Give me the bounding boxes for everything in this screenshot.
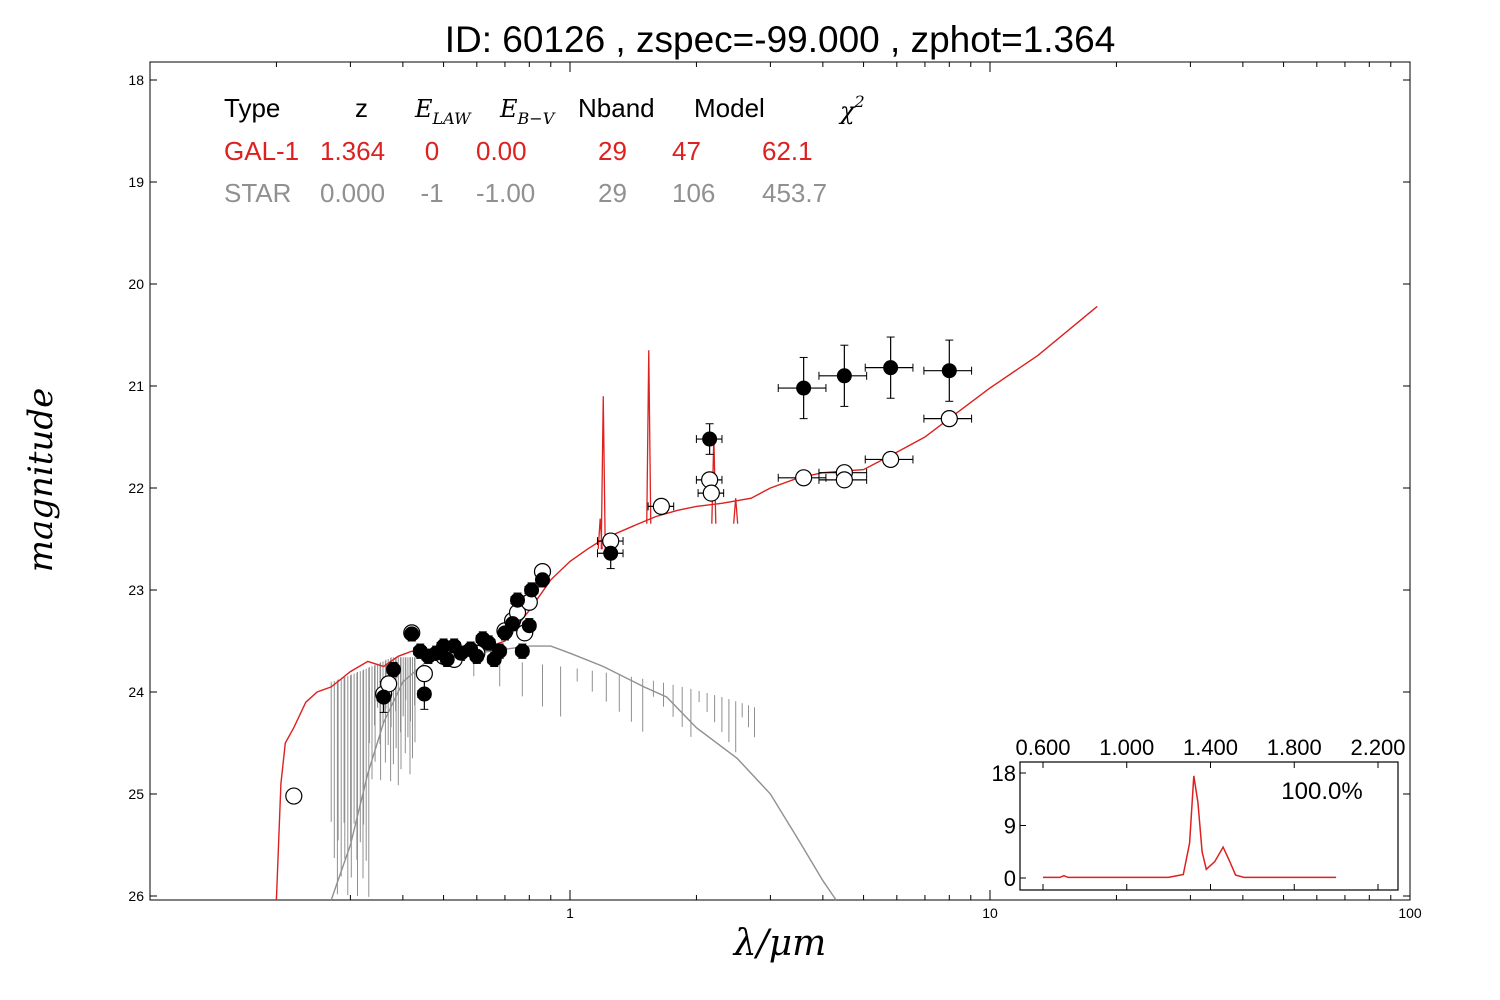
model-magnitude-point [835,471,853,489]
main-plot-frame [149,61,1411,901]
inset-x-tick-label: 0.600 [1015,735,1070,760]
x-tick-label: 100 [1398,905,1422,921]
observed-magnitude-point [376,689,392,705]
inset-frame [1019,761,1399,891]
col-elaw-header: ELAW [414,95,472,128]
observed-magnitude-point [534,572,550,588]
observed-magnitude-point [796,380,812,396]
col-elaw-sub: LAW [432,109,473,128]
inset-pdf-line [1043,775,1337,879]
inset-axis-ticks: 0.600 1.000 1.400 1.800 2.200 0 9 18 [992,735,1406,891]
inset-pdf-curve [1043,775,1337,879]
observed-magnitude-point [386,662,402,678]
col-ebv-sub: B−V [517,109,556,128]
model-magnitude-point [882,450,900,469]
observed-magnitude-point [510,592,526,608]
chart-title: ID: 60126 , zspec=-99.000 , zphot=1.364 [445,19,1116,60]
model-magnitude-point [795,469,813,487]
observed-magnitude-point [481,635,497,651]
observed-magnitude-point [404,626,420,642]
data-points [285,336,973,805]
y-tick-label: 26 [128,888,144,904]
emission-line [733,498,739,524]
observed-magnitude-point [883,360,899,376]
table-cell-star: -1.00 [476,178,535,208]
table-cell-star: 0.000 [320,178,385,208]
inset-y-tick-label: 18 [992,761,1016,786]
col-ebv-main: E [499,95,518,123]
col-model-header: Model [694,93,765,123]
table-cell-gal-1: 1.364 [320,136,385,166]
fit-table-rows: GAL-1 1.364 0 0.00 29 47 62.1 STAR 0.000 -1 -1.00 2… [224,136,827,208]
observed-magnitude-point [603,545,619,561]
table-cell-gal-1: 29 [598,136,627,166]
star-absorption-lines [330,656,755,897]
observed-magnitude-point [416,686,432,702]
table-cell-gal-1: 62.1 [762,136,813,166]
table-cell-star: STAR [224,178,291,208]
y-tick-label: 23 [128,582,144,598]
x-tick-label: 1 [566,905,574,921]
inset-y-tick-label: 9 [1004,814,1016,839]
y-tick-label: 25 [128,786,144,802]
model-magnitude-point [285,787,303,805]
y-tick-label: 24 [128,684,144,700]
col-chi2-header: χ2 [838,92,865,125]
observed-magnitude-point [469,648,485,664]
y-tick-label: 18 [128,72,144,88]
y-tick-label: 22 [128,480,144,496]
model-magnitude-point [380,675,398,693]
inset-x-tick-label: 1.400 [1183,735,1238,760]
x-axis-label: λ/μm [732,923,826,964]
observed-magnitude-point [521,618,537,634]
table-cell-star: 106 [672,178,715,208]
col-nband-header: Nband [578,93,655,123]
inset-x-tick-label: 2.200 [1350,735,1405,760]
col-chi2-sup: 2 [854,92,865,111]
model-magnitude-point [702,484,720,502]
inset-y-tick-label: 0 [1004,866,1016,891]
y-tick-label: 20 [128,276,144,292]
observed-magnitude-point [514,643,530,659]
col-z-header: z [355,93,368,123]
y-axis-label: magnitude [21,388,61,573]
y-tick-label: 19 [128,174,144,190]
inset-x-tick-label: 1.000 [1099,735,1154,760]
table-cell-gal-1: 0 [425,136,439,166]
model-curves [275,305,1098,901]
model-magnitude-point [940,410,958,428]
emission-line [600,396,606,550]
observed-magnitude-point [702,431,718,447]
col-ebv-header: EB−V [499,95,556,128]
col-chi2-main: χ [838,97,856,125]
table-cell-star: 29 [598,178,627,208]
inset-annotation: 100.0% [1281,778,1362,805]
y-tick-label: 21 [128,378,144,394]
inset-x-tick-label: 1.800 [1267,735,1322,760]
table-cell-star: 453.7 [762,178,827,208]
table-cell-gal-1: 47 [672,136,701,166]
col-elaw-main: E [414,95,433,123]
x-tick-label: 10 [982,905,998,921]
observed-magnitude-point [524,582,540,598]
table-cell-gal-1: 0.00 [476,136,527,166]
table-cell-star: -1 [420,178,443,208]
galaxy-model-curve [275,305,1098,901]
observed-magnitude-point [836,368,852,384]
table-cell-gal-1: GAL-1 [224,136,299,166]
star-model-curve [330,645,837,901]
observed-magnitude-point [439,651,455,667]
observed-magnitude-point [941,363,957,379]
model-magnitude-point [415,665,433,683]
emission-line [646,350,652,524]
observed-magnitude-point [505,616,521,632]
model-magnitude-point [652,497,670,515]
fit-table: Type z ELAW EB−V Nband Model χ2 [224,92,865,128]
col-type-header: Type [224,93,280,123]
observed-magnitude-point [492,643,508,659]
